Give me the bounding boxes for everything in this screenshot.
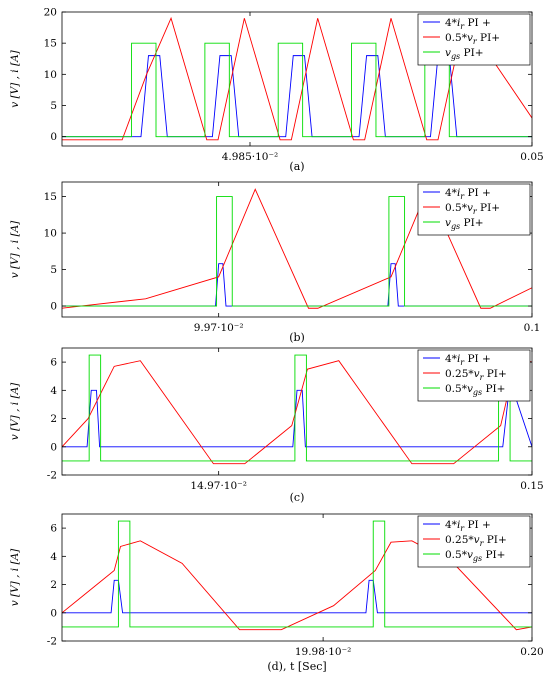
legend-entry: 0.25*vr PI+ xyxy=(445,534,507,548)
plot-frame xyxy=(61,181,533,318)
chart-panel-1: 0 5 10 15 20 4.985·10⁻² 0.05 v [V] , i [A] (a) 4*… xyxy=(9,7,544,174)
x-tick-label: 4.985·10⁻² xyxy=(222,151,279,163)
legend: 4*ir PI +0.25*vr PI+0.5*vgs PI+ xyxy=(417,515,531,568)
x-tick-label: 0.05 xyxy=(520,151,543,163)
y-tick-label: 5 xyxy=(50,264,57,276)
y-tick-label: 4 xyxy=(50,551,57,563)
legend-entry: vgs PI+ xyxy=(445,217,484,231)
panel-caption: (b) xyxy=(289,331,305,344)
x-tick-label: 9.97·10⁻² xyxy=(194,322,244,334)
plot-frame xyxy=(61,347,533,476)
y-tick-label: -2 xyxy=(47,636,57,648)
legend: 4*ir PI +0.5*vr PI+vgs PI+ xyxy=(417,13,531,66)
y-tick-label: 0 xyxy=(50,607,57,619)
series-line-1-2 xyxy=(62,16,532,141)
series-line-2-1 xyxy=(62,263,532,307)
x-tick-label: 14.97·10⁻² xyxy=(190,480,247,492)
series-line-4-3 xyxy=(62,520,532,628)
y-tick-label: 20 xyxy=(44,7,57,19)
y-tick-label: 0 xyxy=(50,131,57,143)
y-tick-label: 6 xyxy=(50,523,57,535)
y-tick-label: 15 xyxy=(44,191,57,203)
legend-entry: 0.5*vr PI+ xyxy=(445,32,500,46)
series-line-1-3 xyxy=(62,42,532,138)
legend-entry: 4*ir PI + xyxy=(445,17,491,31)
y-tick-label: 0 xyxy=(50,301,57,313)
legend-entry: vgs PI+ xyxy=(445,47,484,61)
legend-entry: 0.5*vgs PI+ xyxy=(445,383,505,397)
panel-caption: (c) xyxy=(290,491,305,504)
legend-entry: 4*ir PI + xyxy=(445,353,491,367)
legend-entry: 0.5*vgs PI+ xyxy=(445,549,505,563)
y-tick-label: 10 xyxy=(44,228,57,240)
legend-entry: 0.25*vr PI+ xyxy=(445,368,507,382)
y-axis-label: v [V] , i [A] xyxy=(9,382,21,440)
legend: 4*ir PI +0.25*vr PI+0.5*vgs PI+ xyxy=(417,349,531,402)
x-tick-label: 0.1 xyxy=(524,322,541,334)
y-tick-label: 2 xyxy=(50,413,57,425)
y-tick-label: 5 xyxy=(50,100,57,112)
y-tick-label: 6 xyxy=(50,357,57,369)
series-line-3-1 xyxy=(62,389,532,448)
y-tick-label: 2 xyxy=(50,579,57,591)
y-tick-label: 15 xyxy=(44,38,57,50)
legend: 4*ir PI +0.5*vr PI+vgs PI+ xyxy=(417,183,531,236)
series-line-2-2 xyxy=(62,188,532,309)
series-line-1-1 xyxy=(62,55,532,138)
legend-entry: 4*ir PI + xyxy=(445,519,491,533)
y-tick-label: 4 xyxy=(50,385,57,397)
y-axis-label: v [V] , i [A] xyxy=(9,548,21,606)
x-tick-label: 0.20 xyxy=(520,646,543,658)
y-axis-label: v [V] , i [A] xyxy=(9,220,21,278)
plot-frame xyxy=(61,11,533,147)
chart-panel-4: -2 0 2 4 6 19.98·10⁻² 0.20 v [V] , i [A] (d), t … xyxy=(9,513,544,673)
y-tick-label: 0 xyxy=(50,441,57,453)
y-tick-label: 10 xyxy=(44,69,57,81)
y-tick-label: -2 xyxy=(47,470,57,482)
panel-caption: (a) xyxy=(289,160,304,173)
series-line-4-1 xyxy=(62,579,532,614)
panel-caption: (d), t [Sec] xyxy=(267,660,326,673)
x-tick-label: 19.98·10⁻² xyxy=(295,646,352,658)
series-line-3-2 xyxy=(62,357,532,465)
y-axis-label: v [V] , i [A] xyxy=(9,49,21,107)
series-line-2-3 xyxy=(62,196,532,307)
legend-entry: 4*ir PI + xyxy=(445,187,491,201)
plot-frame xyxy=(61,513,533,642)
legend-entry: 0.5*vr PI+ xyxy=(445,202,500,216)
chart-panel-3: -2 0 2 4 6 14.97·10⁻² 0.15 v [V] , i [A] (c) 4*ir… xyxy=(9,347,544,504)
chart-panel-2: 0 5 10 15 9.97·10⁻² 0.1 v [V] , i [A] (b) 4*ir P… xyxy=(9,181,541,344)
x-tick-label: 0.15 xyxy=(520,480,543,492)
